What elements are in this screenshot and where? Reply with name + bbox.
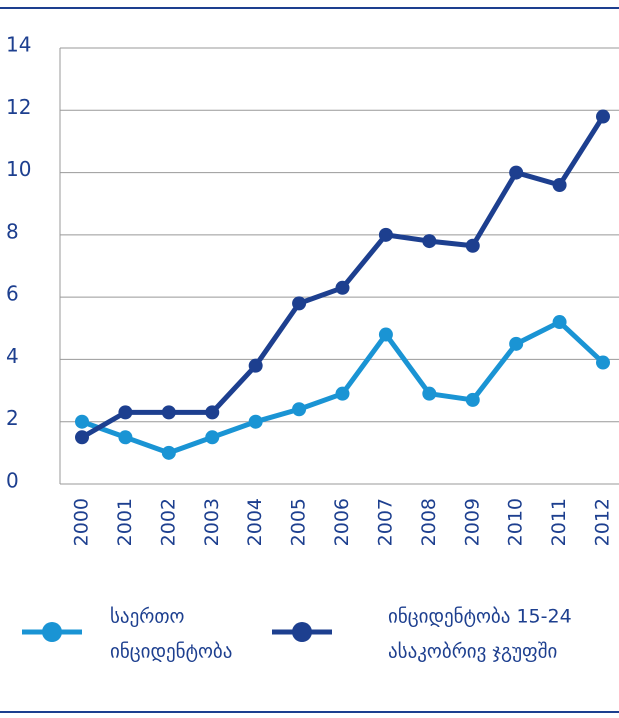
point [205, 405, 220, 420]
point [205, 430, 220, 445]
x-tick-label: 2012 [592, 498, 614, 546]
point [596, 109, 610, 124]
point [596, 355, 610, 370]
point [161, 445, 176, 460]
x-tick-label: 2009 [461, 498, 483, 546]
y-tick-label: 0 [6, 469, 19, 493]
point [292, 402, 307, 417]
legend-marker [292, 622, 312, 642]
point [75, 414, 89, 429]
x-tick-label: 2011 [548, 498, 570, 546]
point [552, 178, 567, 193]
x-tick-label: 2003 [201, 498, 223, 546]
y-tick-label: 4 [6, 344, 19, 368]
y-tick-label: 14 [6, 33, 31, 57]
x-tick-label: 2006 [331, 498, 353, 546]
point [335, 386, 350, 401]
point [509, 336, 524, 351]
x-tick-label: 2007 [374, 498, 396, 546]
legend-label: საერთო [110, 606, 185, 628]
point [378, 327, 393, 342]
point [118, 405, 133, 420]
legend-label: ინციდენტობა 15-24 [388, 606, 572, 628]
y-tick-label: 6 [6, 282, 19, 306]
x-tick-label: 2000 [71, 498, 93, 546]
point [509, 165, 524, 180]
x-tick-label: 2001 [114, 498, 136, 546]
x-tick-label: 2010 [505, 498, 527, 546]
y-tick-label: 12 [6, 95, 31, 119]
point [378, 227, 393, 242]
legend-label: ინციდენტობა [110, 641, 232, 663]
x-tick-label: 2005 [288, 498, 310, 546]
legend-label: ასაკობრივ ჯგუფში [388, 641, 557, 663]
point [161, 405, 176, 420]
point [75, 430, 89, 445]
y-tick-label: 2 [6, 406, 19, 430]
x-tick-label: 2008 [418, 498, 440, 546]
x-tick-label: 2004 [244, 498, 266, 546]
x-tick-label: 2002 [157, 498, 179, 546]
point [465, 238, 480, 253]
point [552, 315, 567, 330]
point [465, 392, 480, 407]
point [335, 280, 350, 295]
point [118, 430, 133, 445]
legend-marker [42, 622, 62, 642]
point [248, 358, 263, 373]
point [422, 234, 437, 249]
y-tick-label: 10 [6, 157, 31, 181]
point [248, 414, 263, 429]
y-tick-label: 8 [6, 219, 19, 243]
point [292, 296, 307, 311]
point [422, 386, 437, 401]
